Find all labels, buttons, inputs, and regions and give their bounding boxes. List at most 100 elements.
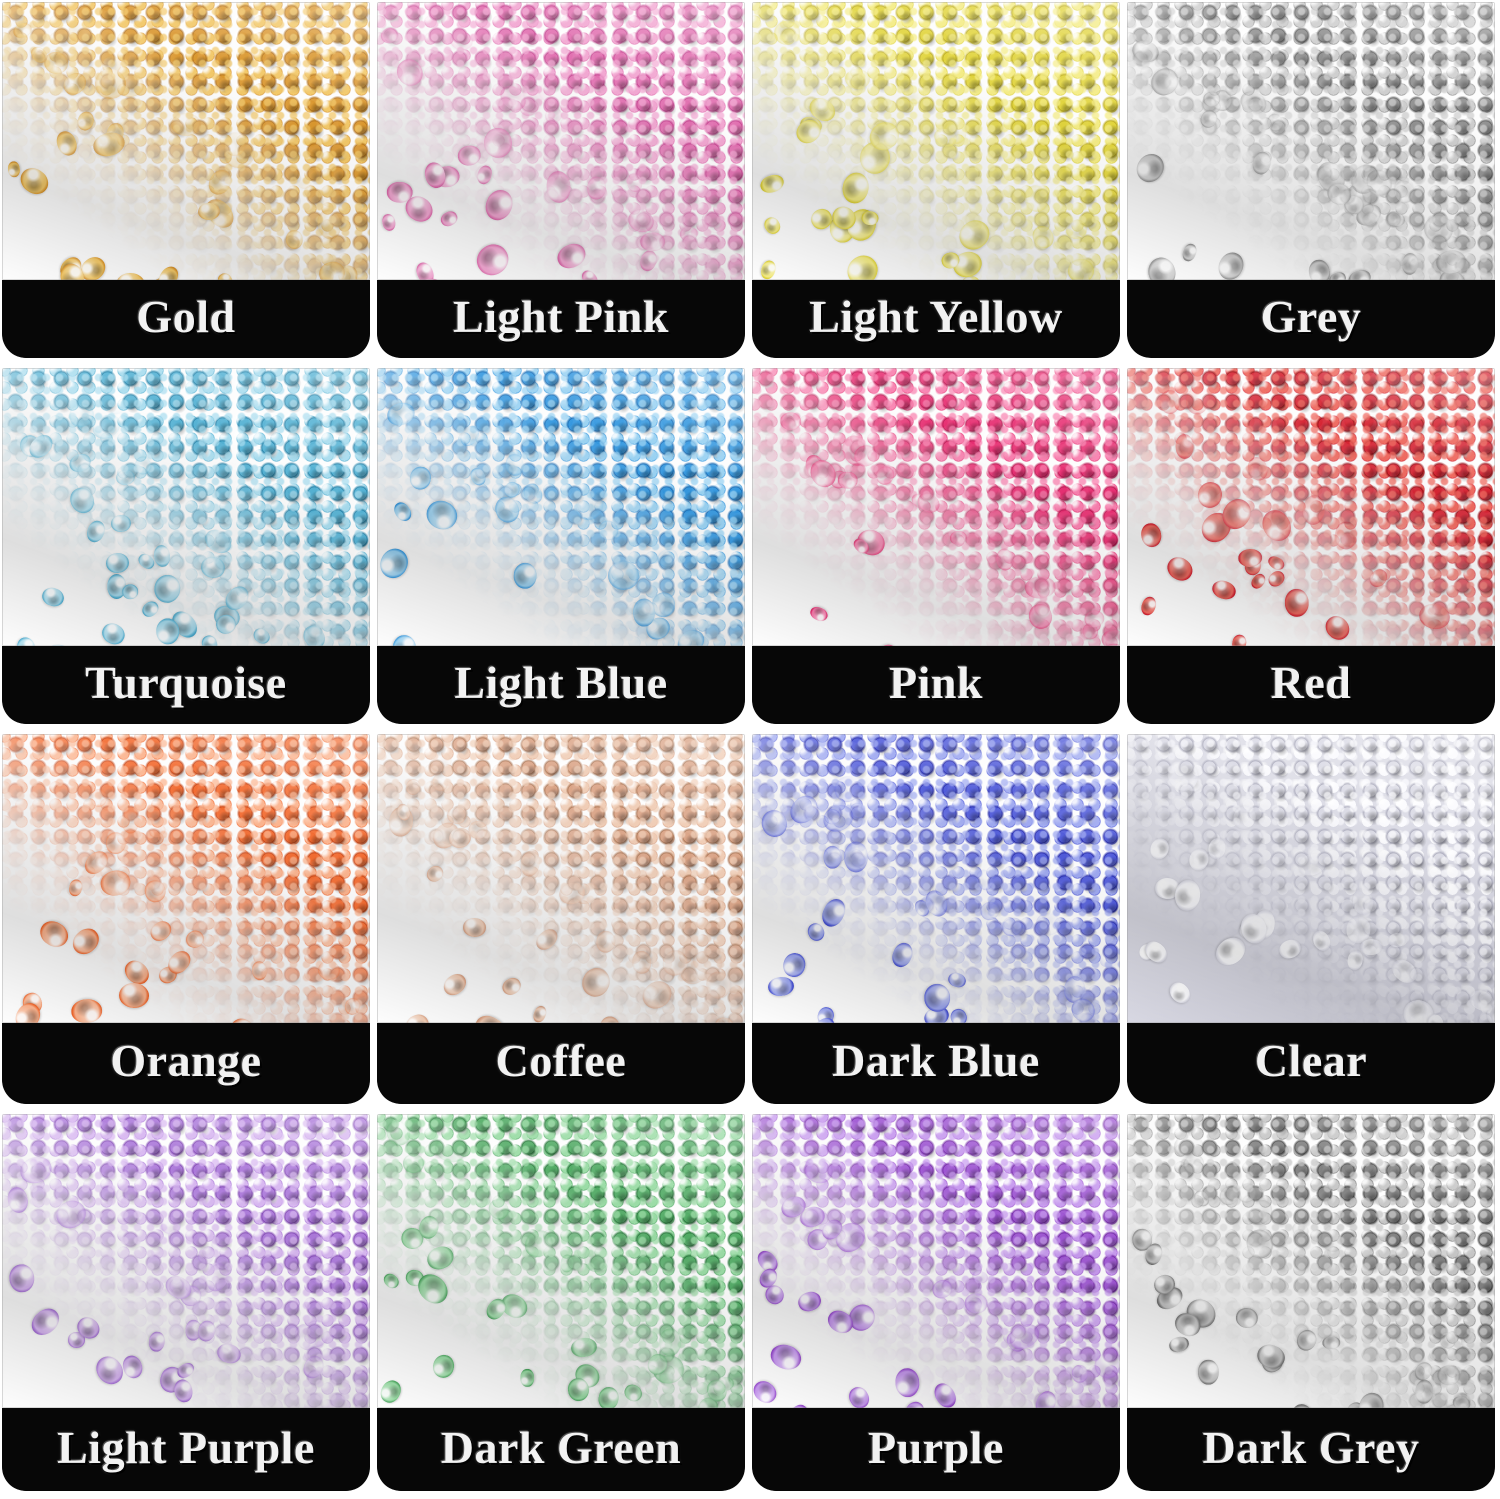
gem-dot xyxy=(1025,601,1055,633)
color-swatch-tile[interactable]: Gold xyxy=(0,0,375,366)
color-swatch-tile[interactable]: Clear xyxy=(1125,732,1500,1112)
gem-dot xyxy=(773,19,802,46)
color-swatch-tile[interactable]: Light Blue xyxy=(375,366,750,732)
gem-dot xyxy=(152,543,172,568)
color-swatch-tile[interactable]: Light Pink xyxy=(375,0,750,366)
gem-dot xyxy=(579,267,601,280)
color-swatch-tile[interactable]: Turquoise xyxy=(0,366,375,732)
gem-dot xyxy=(362,1281,370,1304)
gem-dot xyxy=(1095,82,1120,109)
color-label-bar: Purple xyxy=(752,1408,1120,1491)
gem-dot xyxy=(285,72,324,112)
gem-dot xyxy=(427,749,456,776)
gem-dot xyxy=(594,516,622,545)
gem-dot xyxy=(1363,117,1401,154)
gem-dot xyxy=(625,171,645,194)
gem-dot xyxy=(149,1146,183,1174)
scattered-gems xyxy=(377,734,745,1023)
gem-dot xyxy=(1388,413,1423,442)
color-swatch-tile[interactable]: Orange xyxy=(0,732,375,1112)
gem-dot xyxy=(467,820,489,840)
gem-dot xyxy=(717,808,745,837)
gem-dot xyxy=(84,517,108,545)
gem-dot xyxy=(520,1368,535,1387)
color-name-label: Dark Grey xyxy=(1202,1421,1420,1473)
gem-dot xyxy=(571,46,601,72)
gem-photo xyxy=(752,1114,1120,1409)
gem-dot xyxy=(35,916,73,952)
scattered-gems xyxy=(377,1114,745,1409)
gem-dot xyxy=(874,640,901,646)
gem-dot xyxy=(1264,568,1287,591)
gem-dot xyxy=(1166,978,1195,1007)
gem-dot xyxy=(799,1151,838,1190)
color-swatch-tile[interactable]: Grey xyxy=(1125,0,1500,366)
swatch-card: Coffee xyxy=(377,734,745,1104)
scattered-gems xyxy=(1127,368,1495,646)
gem-dot xyxy=(758,806,791,841)
gem-dot xyxy=(1138,520,1164,549)
gem-dot xyxy=(431,1133,469,1167)
gem-dot xyxy=(1480,873,1495,913)
gem-dot xyxy=(1033,910,1063,938)
gem-dot xyxy=(1162,754,1205,798)
gem-dot xyxy=(1355,1389,1388,1409)
gem-dot xyxy=(716,76,740,102)
color-swatch-tile[interactable]: Light Purple xyxy=(0,1112,375,1499)
gem-dot xyxy=(363,596,370,618)
gem-dot xyxy=(542,104,565,126)
gem-dot xyxy=(53,128,81,159)
gem-dot xyxy=(1206,836,1228,862)
gem-dot xyxy=(214,1340,243,1366)
color-swatch-tile[interactable]: Purple xyxy=(750,1112,1125,1499)
gem-dot xyxy=(1399,819,1436,854)
gem-dot xyxy=(1306,258,1332,280)
color-swatch-tile[interactable]: Dark Green xyxy=(375,1112,750,1499)
swatch-card: Clear xyxy=(1127,734,1495,1104)
gem-dot xyxy=(115,468,136,487)
gem-dot xyxy=(841,248,884,280)
gem-dot xyxy=(1265,553,1287,573)
gem-dot xyxy=(873,463,898,489)
scattered-gems xyxy=(1127,1114,1495,1409)
gem-dot xyxy=(283,457,325,499)
gem-dot xyxy=(946,970,968,990)
gem-dot xyxy=(822,845,842,869)
color-swatch-tile[interactable]: Pink xyxy=(750,366,1125,732)
color-swatch-tile[interactable]: Dark Grey xyxy=(1125,1112,1500,1499)
color-label-bar: Turquoise xyxy=(2,645,370,724)
gem-dot xyxy=(1071,1364,1088,1384)
swatch-card: Dark Blue xyxy=(752,734,1120,1104)
swatch-card: Pink xyxy=(752,368,1120,724)
gem-dot xyxy=(7,160,22,179)
color-swatch-tile[interactable]: Red xyxy=(1125,366,1500,732)
gem-dot xyxy=(1256,504,1297,546)
color-name-label: Red xyxy=(1270,656,1352,708)
color-swatch-tile[interactable]: Light Yellow xyxy=(750,0,1125,366)
gem-dot xyxy=(678,1170,706,1198)
gem-dot xyxy=(199,633,220,646)
gem-dot xyxy=(65,450,94,475)
gem-dot xyxy=(829,1137,849,1160)
gem-dot xyxy=(1080,1278,1106,1303)
gem-dot xyxy=(1333,394,1364,421)
gem-dot xyxy=(328,1181,355,1214)
gem-dot xyxy=(65,483,99,519)
gem-dot xyxy=(392,53,429,91)
gem-dot xyxy=(950,94,971,114)
color-swatch-tile[interactable]: Coffee xyxy=(375,732,750,1112)
gem-photo xyxy=(377,2,745,280)
gem-dot xyxy=(391,498,416,524)
gem-dot xyxy=(201,31,229,60)
gem-dot xyxy=(1436,1328,1459,1352)
gem-dot xyxy=(734,506,745,528)
color-swatch-tile[interactable]: Dark Blue xyxy=(750,732,1125,1112)
gem-dot xyxy=(976,898,1004,925)
gem-dot xyxy=(901,1398,929,1409)
gem-dot xyxy=(456,144,483,168)
gem-dot xyxy=(621,1381,646,1405)
gem-dot xyxy=(844,1383,873,1409)
gem-dot xyxy=(190,808,214,828)
gem-dot xyxy=(423,862,447,885)
gem-dot xyxy=(714,393,745,424)
